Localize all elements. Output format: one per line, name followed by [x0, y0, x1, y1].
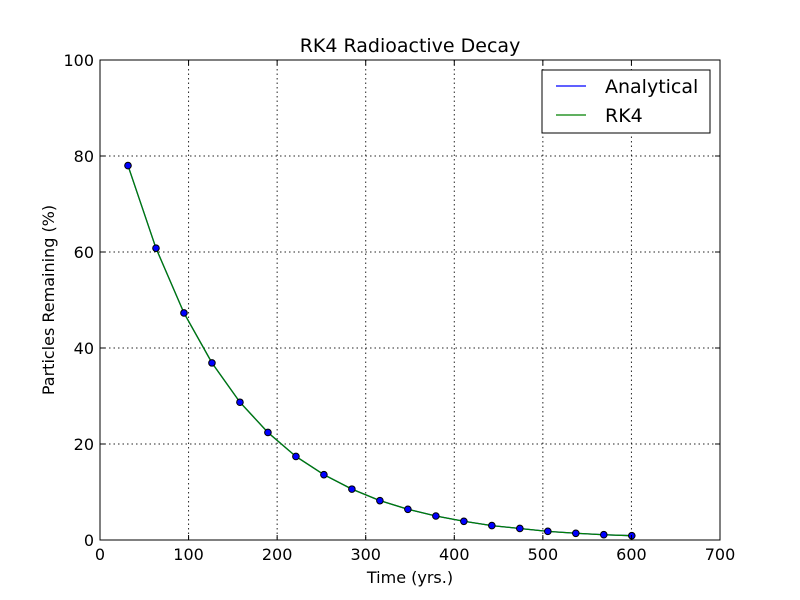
data-point [180, 309, 188, 317]
x-tick-label: 100 [173, 545, 204, 564]
x-tick-label: 700 [705, 545, 736, 564]
data-point [236, 398, 244, 407]
data-point [460, 517, 468, 526]
plot-area [100, 60, 720, 540]
y-tick-label: 60 [74, 243, 94, 262]
y-tick-label: 100 [63, 51, 94, 70]
data-point [152, 244, 160, 252]
data-point [376, 496, 384, 505]
data-markers [124, 161, 636, 540]
x-axis-title: Time (yrs.) [366, 568, 453, 587]
data-point [124, 161, 132, 170]
data-point [208, 359, 216, 367]
data-point [488, 521, 496, 530]
data-point [292, 452, 300, 461]
data-point [348, 485, 356, 493]
data-point [264, 428, 272, 437]
y-tick-label: 80 [74, 147, 94, 166]
y-tick-label: 20 [74, 435, 94, 454]
y-axis-title: Particles Remaining (%) [39, 205, 58, 395]
chart-title: RK4 Radioactive Decay [300, 35, 521, 57]
plot-frame [99, 59, 721, 541]
x-tick-label: 200 [262, 545, 293, 564]
y-tick-label: 40 [74, 339, 94, 358]
legend-label-analytical: Analytical [605, 76, 698, 98]
data-point [572, 529, 580, 538]
x-tick-label: 300 [350, 545, 381, 564]
axis-ticks: 0 100 200 300 400 500 600 700 0 20 40 60 80 100 [63, 51, 735, 564]
data-point [599, 530, 608, 539]
data-point [432, 512, 440, 520]
y-tick-label: 0 [84, 531, 94, 550]
x-tick-label: 400 [439, 545, 470, 564]
legend: Analytical RK4 [541, 69, 711, 134]
data-point [516, 524, 524, 533]
data-point [404, 505, 412, 514]
legend-box [541, 69, 711, 134]
legend-label-rk4: RK4 [605, 105, 643, 127]
x-tick-label: 600 [616, 545, 647, 564]
data-point [320, 470, 328, 479]
x-tick-label: 0 [95, 545, 105, 564]
x-tick-label: 500 [528, 545, 559, 564]
data-point [544, 527, 552, 536]
